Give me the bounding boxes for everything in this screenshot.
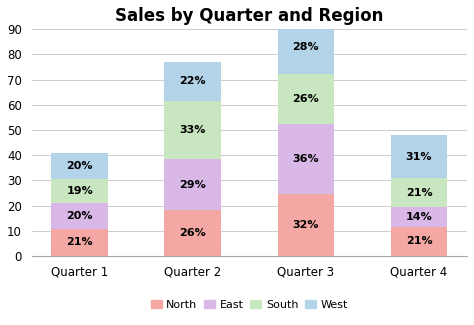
Text: 21%: 21% [66,238,93,247]
Bar [51,229,108,256]
Bar [51,153,108,179]
Text: 14%: 14% [406,212,432,222]
Bar [278,124,334,194]
Bar [51,203,108,229]
Text: 33%: 33% [180,125,206,135]
Text: 29%: 29% [179,179,206,189]
Bar [278,74,334,124]
Text: 20%: 20% [66,161,93,171]
Text: 31%: 31% [406,152,432,162]
Text: 19%: 19% [66,186,93,196]
Bar [278,20,334,74]
Text: 22%: 22% [180,76,206,86]
Text: 21%: 21% [406,188,432,198]
Bar [164,210,221,256]
Bar [391,178,447,207]
Text: 21%: 21% [406,236,432,246]
Title: Sales by Quarter and Region: Sales by Quarter and Region [115,7,383,25]
Bar [391,136,447,178]
Bar [51,179,108,203]
Bar [164,101,221,159]
Bar [278,194,334,256]
Text: 36%: 36% [292,154,319,164]
Text: 28%: 28% [292,42,319,51]
Bar [391,207,447,227]
Text: 26%: 26% [179,228,206,238]
Legend: North, East, South, West: North, East, South, West [146,295,352,315]
Bar [391,227,447,256]
Bar [164,159,221,210]
Text: 20%: 20% [66,211,93,221]
Bar [164,62,221,101]
Text: 26%: 26% [292,94,319,104]
Text: 32%: 32% [292,220,319,230]
